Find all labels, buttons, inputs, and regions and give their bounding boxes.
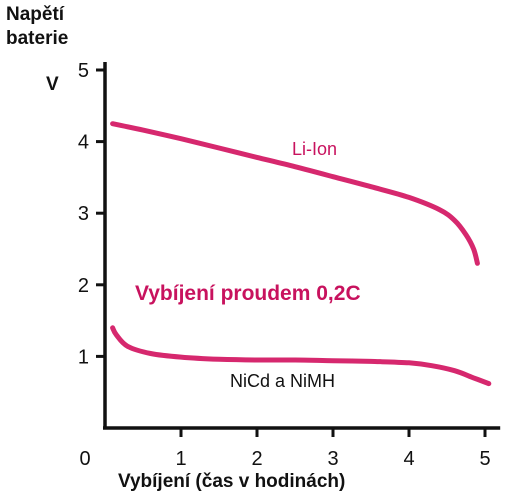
y-tick-label: 3 — [78, 203, 89, 225]
x-tick-label: 4 — [403, 448, 414, 470]
series-lines — [110, 121, 492, 387]
series-label-nicd-nimh: NiCd a NiMH — [230, 371, 335, 391]
axes — [103, 62, 501, 430]
x-axis-ticks: 0 1 2 3 4 5 — [79, 428, 491, 470]
y-tick-label: 1 — [78, 346, 89, 368]
y-axis-unit: V — [46, 74, 59, 95]
series-line-0 — [110, 121, 480, 266]
y-tick-label: 4 — [78, 132, 89, 154]
x-axis-title: Vybíjení (čas v hodinách) — [118, 471, 345, 492]
y-axis-title: Napětí baterie V — [6, 4, 68, 95]
x-tick-label: 5 — [479, 448, 490, 470]
y-tick-label: 5 — [78, 60, 89, 82]
x-tick-label: 0 — [79, 448, 90, 470]
y-axis-ticks: 1 2 3 4 5 — [78, 60, 105, 368]
x-tick-label: 3 — [327, 448, 338, 470]
series-line-1 — [110, 325, 492, 387]
y-axis-title-line2: baterie — [6, 28, 68, 49]
series-label-li-ion: Li-Ion — [292, 139, 337, 159]
y-tick-label: 2 — [78, 275, 89, 297]
discharge-rate-annotation: Vybíjení proudem 0,2C — [135, 282, 361, 305]
x-tick-label: 2 — [251, 448, 262, 470]
y-axis-title-line1: Napětí — [6, 4, 65, 25]
x-tick-label: 1 — [175, 448, 186, 470]
